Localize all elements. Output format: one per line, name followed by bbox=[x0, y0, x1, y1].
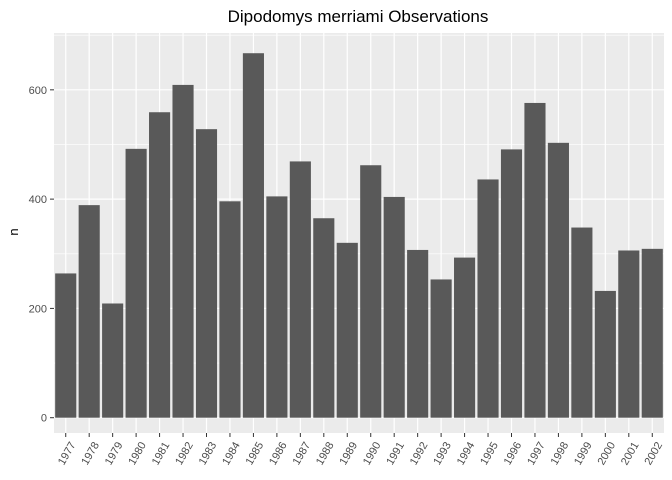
x-tick-label: 1988 bbox=[314, 440, 337, 467]
x-tick-label: 1994 bbox=[455, 440, 478, 467]
bar-1995 bbox=[477, 179, 499, 418]
bar-1992 bbox=[407, 249, 429, 418]
x-tick-label: 2000 bbox=[596, 440, 619, 467]
chart-title: Dipodomys merriami Observations bbox=[228, 7, 489, 26]
x-tick-label: 1998 bbox=[549, 440, 572, 467]
bar-1999 bbox=[571, 227, 593, 418]
x-tick-label: 2001 bbox=[619, 440, 642, 467]
x-tick-label: 1980 bbox=[126, 440, 149, 467]
bar-1997 bbox=[524, 102, 546, 418]
x-tick-label: 1983 bbox=[197, 440, 220, 467]
bar-1980 bbox=[125, 148, 147, 418]
y-axis-label: n bbox=[6, 228, 21, 235]
x-tick-label: 1989 bbox=[337, 440, 360, 467]
x-tick-label: 1996 bbox=[502, 440, 525, 467]
bar-1977 bbox=[55, 273, 77, 418]
bar-1982 bbox=[172, 84, 194, 418]
bar-1998 bbox=[547, 142, 569, 418]
bar-1986 bbox=[266, 196, 288, 418]
x-tick-label: 1987 bbox=[291, 440, 314, 467]
bar-1984 bbox=[219, 201, 241, 418]
bar-1987 bbox=[289, 161, 311, 418]
bar-1979 bbox=[102, 303, 124, 418]
x-tick-label: 1981 bbox=[150, 440, 173, 467]
x-tick-label: 1993 bbox=[431, 440, 454, 467]
y-tick-label: 200 bbox=[29, 303, 47, 315]
x-tick-label: 1986 bbox=[267, 440, 290, 467]
bar-1996 bbox=[500, 149, 523, 418]
x-axis: 1977 1978 1979 1980 1981 1982 1983 1984 1985 1986… bbox=[56, 433, 665, 467]
y-tick-label: 0 bbox=[41, 413, 47, 425]
bar-1983 bbox=[195, 129, 218, 418]
bar-1994 bbox=[454, 257, 476, 418]
y-axis: 0 200 400 600 bbox=[29, 85, 54, 425]
bar-1981 bbox=[149, 112, 171, 418]
x-tick-label: 1995 bbox=[478, 440, 501, 467]
bar-2000 bbox=[594, 290, 616, 418]
bars bbox=[55, 53, 663, 418]
x-tick-label: 1977 bbox=[56, 440, 79, 467]
x-tick-label: 1999 bbox=[572, 440, 595, 467]
bar-1990 bbox=[360, 165, 382, 418]
bar-1991 bbox=[383, 196, 405, 418]
x-tick-label: 1978 bbox=[79, 440, 102, 467]
x-tick-label: 1991 bbox=[384, 440, 407, 467]
x-tick-label: 1992 bbox=[408, 440, 431, 467]
y-tick-label: 600 bbox=[29, 85, 47, 97]
bar-1993 bbox=[430, 279, 452, 418]
x-tick-label: 2002 bbox=[642, 440, 665, 467]
x-tick-label: 1982 bbox=[173, 440, 196, 467]
bar-1988 bbox=[313, 218, 335, 418]
bar-2001 bbox=[618, 250, 640, 418]
y-tick-label: 400 bbox=[29, 194, 47, 206]
bar-1989 bbox=[336, 242, 358, 418]
x-tick-label: 1985 bbox=[244, 440, 267, 467]
x-tick-label: 1979 bbox=[103, 440, 126, 467]
bar-2002 bbox=[641, 248, 663, 418]
bar-1978 bbox=[78, 205, 100, 418]
x-tick-label: 1984 bbox=[220, 440, 243, 467]
x-tick-label: 1990 bbox=[361, 440, 384, 467]
bar-1985 bbox=[242, 53, 264, 418]
x-tick-label: 1997 bbox=[525, 440, 548, 467]
